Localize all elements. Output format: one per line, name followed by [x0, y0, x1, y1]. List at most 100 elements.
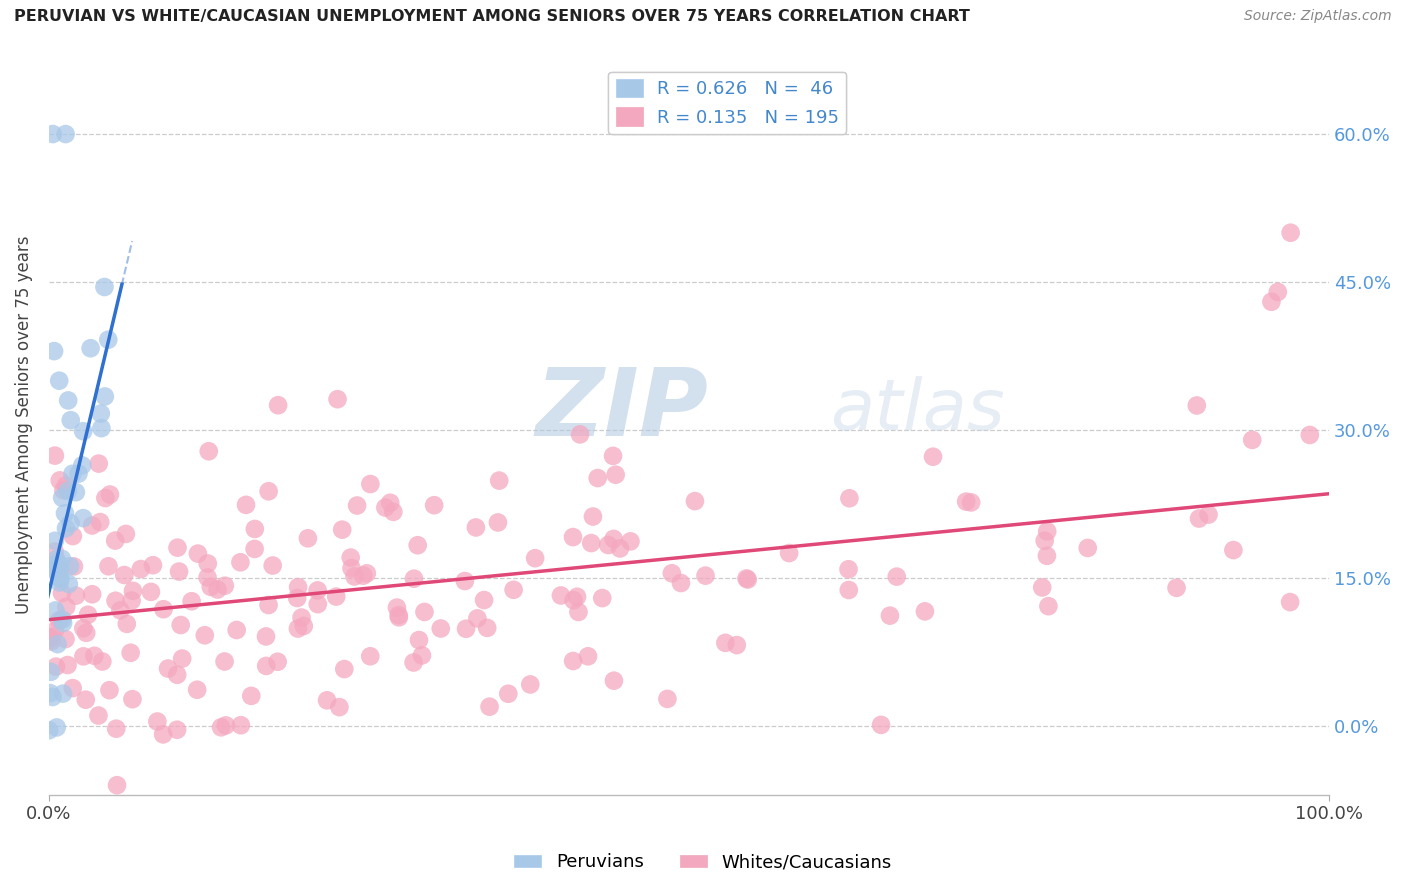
Point [325, 590, 347, 604]
Point [602, 449, 624, 463]
Point [838, 582, 860, 597]
Point [65, 485, 87, 500]
Point [598, 538, 620, 552]
Point [87, 708, 110, 723]
Point [683, 494, 706, 508]
Point [197, 444, 219, 458]
Point [669, 576, 692, 591]
Point [121, 593, 143, 607]
Point [166, 723, 188, 737]
Point [45, 563, 67, 577]
Point [582, 509, 605, 524]
Point [235, 498, 257, 512]
Point [229, 555, 252, 569]
Point [454, 622, 477, 636]
Point [49, 559, 72, 574]
Point [187, 547, 209, 561]
Point [254, 659, 277, 673]
Point [562, 654, 585, 668]
Point [94, 491, 117, 505]
Point [46, 637, 69, 651]
Point [576, 649, 599, 664]
Point [90, 421, 112, 435]
Point [388, 608, 411, 623]
Point [197, 570, 219, 584]
Point [75, 692, 97, 706]
Point [346, 499, 368, 513]
Point [98, 683, 121, 698]
Point [97, 333, 120, 347]
Point [38, 723, 60, 738]
Point [603, 673, 626, 688]
Point [229, 718, 252, 732]
Point [52, 687, 75, 701]
Point [42, 344, 65, 359]
Point [42, 127, 65, 141]
Point [112, 568, 135, 582]
Point [262, 558, 284, 573]
Point [166, 541, 188, 555]
Text: Source: ZipAtlas.com: Source: ZipAtlas.com [1244, 9, 1392, 23]
Point [166, 667, 188, 681]
Point [104, 533, 127, 548]
Point [879, 608, 901, 623]
Point [56, 393, 79, 408]
Point [98, 487, 121, 501]
Point [139, 585, 162, 599]
Point [77, 607, 100, 622]
Point [79, 341, 101, 355]
Point [290, 610, 312, 624]
Point [605, 467, 627, 482]
Point [778, 546, 800, 560]
Point [122, 583, 145, 598]
Point [129, 562, 152, 576]
Point [661, 566, 683, 581]
Point [58, 577, 80, 591]
Point [725, 638, 748, 652]
Point [429, 622, 451, 636]
Point [214, 579, 236, 593]
Point [567, 605, 589, 619]
Point [524, 551, 547, 566]
Point [156, 661, 179, 675]
Point [72, 649, 94, 664]
Point [48, 563, 70, 577]
Text: PERUVIAN VS WHITE/CAUCASIAN UNEMPLOYMENT AMONG SENIORS OVER 75 YEARS CORRELATION: PERUVIAN VS WHITE/CAUCASIAN UNEMPLOYMENT… [14, 9, 970, 24]
Point [72, 424, 94, 438]
Point [1241, 433, 1264, 447]
Point [152, 727, 174, 741]
Point [49, 561, 72, 575]
Point [498, 687, 520, 701]
Point [90, 407, 112, 421]
Point [1036, 549, 1059, 563]
Point [1031, 581, 1053, 595]
Point [167, 565, 190, 579]
Point [307, 597, 329, 611]
Point [45, 659, 67, 673]
Point [562, 593, 585, 607]
Point [45, 720, 67, 734]
Point [44, 624, 66, 639]
Point [48, 374, 70, 388]
Point [838, 491, 860, 506]
Point [200, 580, 222, 594]
Point [97, 559, 120, 574]
Point [380, 496, 402, 510]
Point [1188, 511, 1211, 525]
Point [49, 572, 72, 586]
Point [423, 498, 446, 512]
Point [83, 648, 105, 663]
Point [48, 474, 70, 488]
Point [316, 693, 339, 707]
Point [44, 544, 66, 558]
Point [115, 616, 138, 631]
Point [922, 450, 945, 464]
Point [56, 483, 79, 498]
Point [142, 558, 165, 573]
Point [502, 582, 524, 597]
Point [48, 575, 70, 590]
Point [467, 611, 489, 625]
Point [413, 605, 436, 619]
Point [105, 722, 128, 736]
Point [120, 646, 142, 660]
